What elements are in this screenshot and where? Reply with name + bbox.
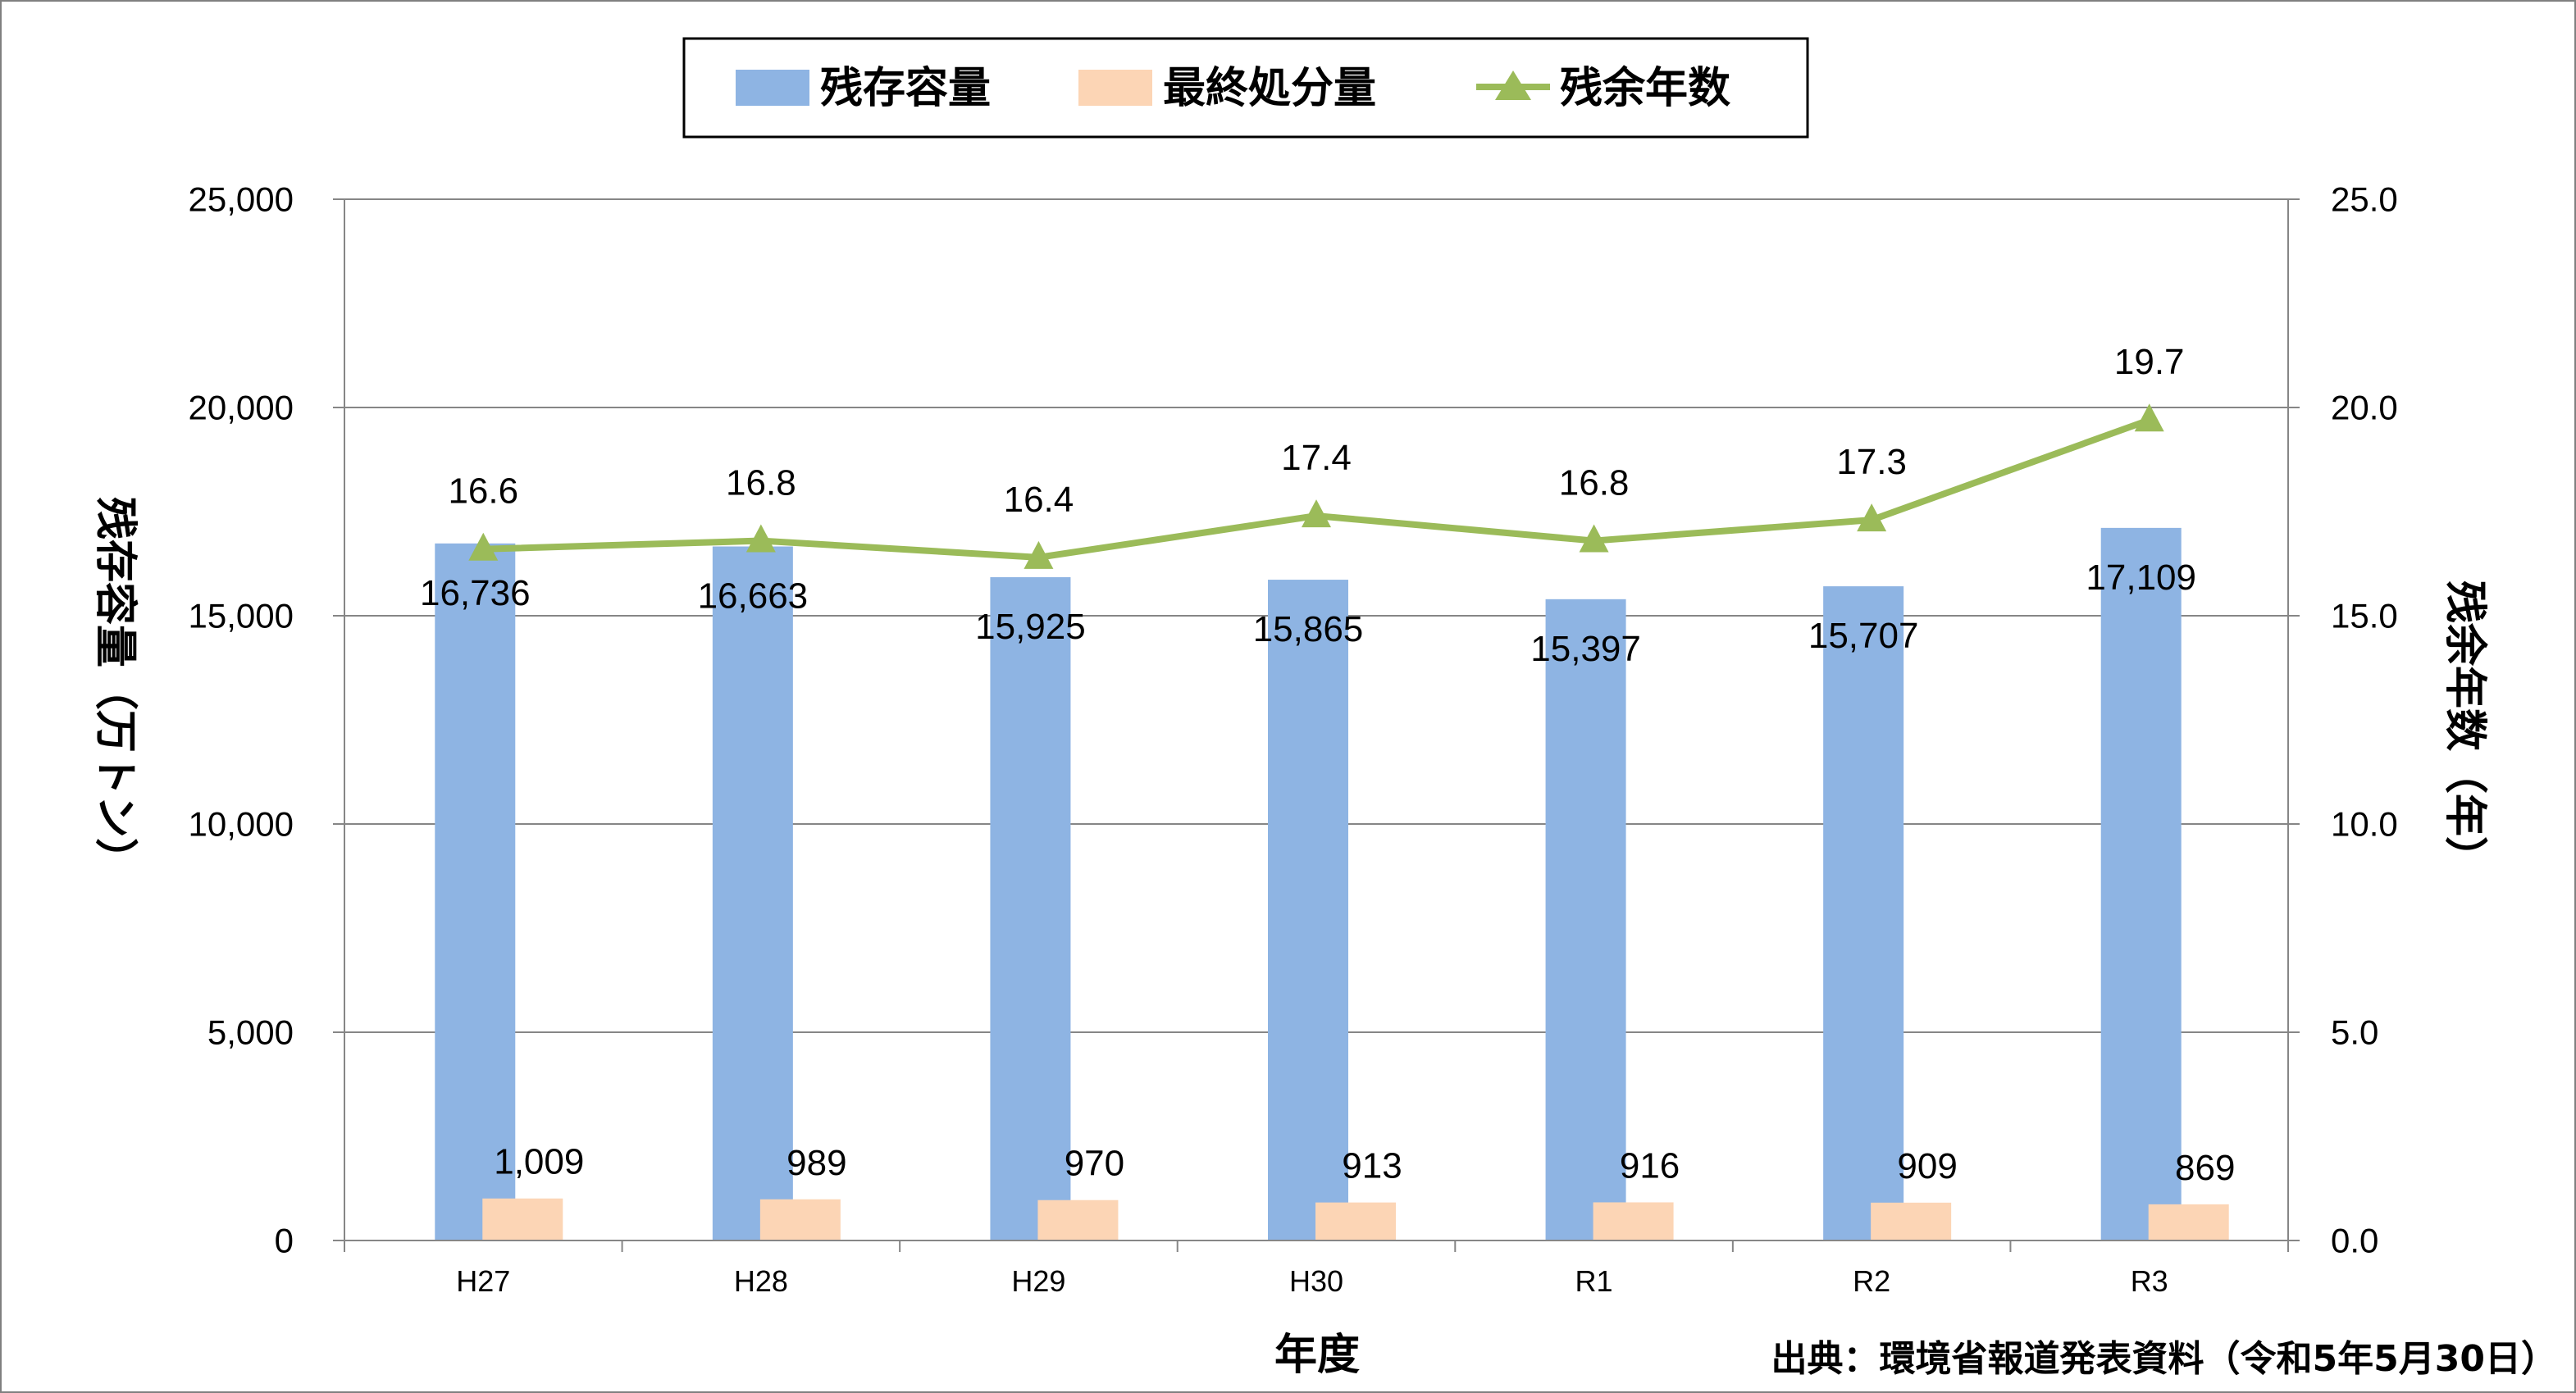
data-label-final-disposal: 916 bbox=[1620, 1145, 1680, 1186]
data-label-final-disposal: 970 bbox=[1065, 1144, 1124, 1184]
y-tick-label-right: 20.0 bbox=[2331, 389, 2398, 427]
marker-remaining-years bbox=[745, 524, 776, 553]
legend-label-final-disposal: 最終処分量 bbox=[1163, 64, 1376, 113]
bar-final-disposal bbox=[1871, 1202, 1952, 1240]
data-labels: 16,736 1,009 16,663 989 15,925 970 15,865 913 15… bbox=[420, 342, 2235, 1188]
data-label-remaining-capacity: 15,707 bbox=[1808, 616, 1919, 656]
data-label-remaining-years: 17.4 bbox=[1281, 438, 1352, 478]
y-tick-label-right: 5.0 bbox=[2331, 1013, 2378, 1052]
bar-remaining-capacity bbox=[1545, 599, 1626, 1240]
bar-remaining-capacity bbox=[2100, 527, 2182, 1240]
marker-remaining-years bbox=[468, 532, 499, 561]
data-label-final-disposal: 1,009 bbox=[494, 1142, 584, 1182]
data-label-remaining-capacity: 17,109 bbox=[2086, 558, 2196, 598]
legend-swatch-remaining-capacity bbox=[736, 70, 809, 106]
y-tick-label-left: 20,000 bbox=[189, 389, 294, 427]
data-label-remaining-years: 16.6 bbox=[448, 471, 518, 512]
legend-marker-remaining-years bbox=[1495, 71, 1531, 100]
x-tick-label: R3 bbox=[2131, 1264, 2168, 1298]
bar-remaining-capacity bbox=[1823, 586, 1904, 1240]
x-tick-label: H29 bbox=[1011, 1264, 1065, 1298]
legend-label-remaining-years: 残余年数 bbox=[1560, 64, 1730, 113]
bar-remaining-capacity bbox=[712, 546, 793, 1240]
y-tick-label-left: 5,000 bbox=[207, 1013, 294, 1052]
y-tick-label-left: 10,000 bbox=[189, 805, 294, 844]
marker-remaining-years bbox=[1857, 503, 1887, 532]
bar-final-disposal bbox=[482, 1198, 563, 1240]
axes: 0 0.0 5,000 5.0 10,000 10.0 15,000 15.0 20,000 20… bbox=[189, 180, 2398, 1299]
data-label-final-disposal: 913 bbox=[1342, 1146, 1402, 1186]
x-tick-label: H30 bbox=[1289, 1264, 1343, 1298]
x-axis-title: 年度 bbox=[1274, 1331, 1360, 1380]
data-label-remaining-years: 17.3 bbox=[1836, 442, 1907, 482]
data-label-remaining-years: 16.4 bbox=[1004, 480, 1074, 520]
x-tick-label: R1 bbox=[1575, 1264, 1613, 1298]
y-tick-label-left: 25,000 bbox=[189, 180, 294, 219]
bar-remaining-capacity bbox=[1268, 580, 1348, 1240]
data-label-remaining-capacity: 16,663 bbox=[698, 576, 809, 617]
y-tick-label-left: 0 bbox=[275, 1222, 294, 1260]
data-label-remaining-years: 16.8 bbox=[726, 463, 796, 503]
bar-final-disposal bbox=[759, 1199, 841, 1240]
bar-final-disposal bbox=[1037, 1200, 1119, 1240]
marker-remaining-years bbox=[1302, 499, 1331, 528]
x-tick-label: H28 bbox=[734, 1264, 788, 1298]
marker-remaining-years bbox=[1579, 524, 1609, 553]
data-label-remaining-capacity: 16,736 bbox=[420, 573, 531, 613]
y-axis-title-left: 残存容量（万トン） bbox=[90, 497, 139, 881]
bar-final-disposal bbox=[1315, 1202, 1396, 1240]
legend-box bbox=[682, 37, 1809, 139]
legend-label-remaining-capacity: 残存容量 bbox=[820, 64, 991, 113]
bar-final-disposal bbox=[2148, 1204, 2229, 1240]
data-label-remaining-capacity: 15,865 bbox=[1253, 609, 1364, 649]
bar-final-disposal bbox=[1593, 1202, 1674, 1240]
source-note: 出典：環境省報道発表資料（令和5年5月30日） bbox=[1771, 1338, 2557, 1380]
data-label-remaining-capacity: 15,397 bbox=[1530, 629, 1641, 669]
line-series bbox=[468, 403, 2164, 569]
data-label-final-disposal: 869 bbox=[2175, 1148, 2235, 1188]
bars bbox=[435, 527, 2229, 1240]
data-label-remaining-capacity: 15,925 bbox=[975, 607, 1086, 647]
legend: 残存容量 最終処分量 残余年数 bbox=[682, 37, 1809, 139]
marker-remaining-years bbox=[1024, 540, 1054, 569]
data-label-remaining-years: 16.8 bbox=[1559, 463, 1630, 503]
legend-swatch-final-disposal bbox=[1078, 70, 1152, 106]
y-tick-label-right: 15.0 bbox=[2331, 597, 2398, 635]
marker-remaining-years bbox=[2134, 403, 2164, 432]
data-label-final-disposal: 909 bbox=[1897, 1146, 1957, 1186]
data-label-final-disposal: 989 bbox=[786, 1143, 846, 1183]
bar-remaining-capacity bbox=[435, 543, 516, 1240]
y-tick-label-right: 0.0 bbox=[2331, 1222, 2378, 1260]
y-tick-label-right: 10.0 bbox=[2331, 805, 2398, 844]
y-tick-label-left: 15,000 bbox=[189, 597, 294, 635]
y-axis-title-right: 残余年数（年） bbox=[2440, 580, 2489, 879]
data-label-remaining-years: 19.7 bbox=[2114, 342, 2185, 382]
y-tick-label-right: 25.0 bbox=[2331, 180, 2398, 219]
x-tick-label: R2 bbox=[1853, 1264, 1890, 1298]
bar-remaining-capacity bbox=[990, 577, 1071, 1240]
x-tick-label: H27 bbox=[456, 1264, 510, 1298]
